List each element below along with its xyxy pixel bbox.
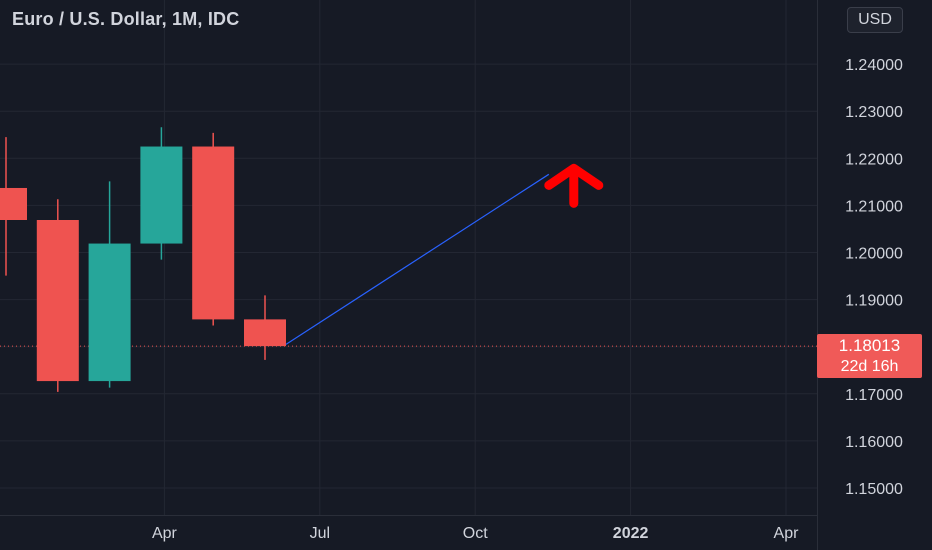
- chart-grid: [0, 0, 817, 515]
- y-tick-label: 1.17000: [845, 387, 903, 404]
- y-tick-label: 1.15000: [845, 481, 903, 498]
- y-tick-label: 1.22000: [845, 151, 903, 168]
- y-tick-label: 1.19000: [845, 293, 903, 310]
- symbol-title[interactable]: Euro / U.S. Dollar, 1M, IDC: [12, 9, 240, 29]
- x-tick-label: Jul: [310, 525, 330, 542]
- x-tick-label: Apr: [774, 525, 800, 542]
- last-price-value: 1.18013: [838, 336, 901, 355]
- candle-body: [192, 146, 235, 320]
- last-price-tag: 1.18013 22d 16h: [817, 334, 922, 378]
- drawing-annotations[interactable]: [285, 163, 604, 345]
- x-tick-label: Apr: [152, 525, 178, 542]
- candle-body: [140, 146, 183, 244]
- y-tick-label: 1.23000: [845, 104, 903, 121]
- candle-body: [36, 220, 79, 382]
- currency-badge[interactable]: USD: [847, 7, 903, 33]
- x-tick-label: Oct: [463, 525, 488, 542]
- trend-line: [285, 173, 550, 345]
- y-tick-label: 1.16000: [845, 434, 903, 451]
- axes: 1.150001.160001.170001.180001.190001.200…: [0, 0, 903, 550]
- up-arrow-marker: [544, 163, 604, 208]
- y-tick-label: 1.24000: [845, 57, 903, 74]
- y-tick-label: 1.20000: [845, 246, 903, 263]
- candles: [0, 127, 286, 392]
- candle-body: [88, 243, 131, 382]
- x-tick-label: 2022: [613, 525, 649, 542]
- candle-body: [244, 319, 286, 347]
- candle-body: [0, 187, 27, 221]
- y-tick-label: 1.21000: [845, 198, 903, 215]
- bar-close-countdown: 22d 16h: [840, 358, 899, 375]
